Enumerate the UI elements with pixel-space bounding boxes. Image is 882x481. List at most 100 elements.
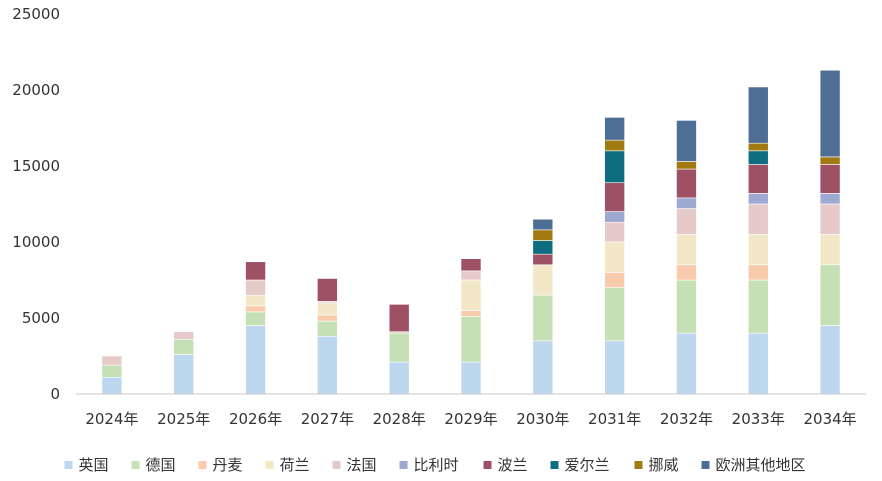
legend-label: 丹麦: [213, 456, 243, 474]
bar-segment: [819, 69, 841, 158]
legend-swatch: [64, 461, 73, 469]
legend-label: 法国: [347, 456, 377, 474]
bar-segment: [676, 264, 697, 281]
bar-segment: [245, 325, 266, 395]
bar-segment: [747, 332, 769, 395]
legend-swatch: [131, 461, 140, 469]
bar-segment: [317, 320, 338, 337]
bar-segment: [460, 316, 482, 363]
x-axis: 2024年 2025年 2026年 2027年 2028年 2029年 2030年 2031年…: [85, 410, 856, 428]
bar-segment: [532, 240, 554, 255]
legend-label: 德国: [146, 456, 176, 474]
bar-segment: [747, 86, 769, 144]
bar-segment: [532, 264, 554, 296]
bar-segment: [101, 376, 123, 395]
bar-segment: [604, 287, 625, 342]
bar-segment: [604, 340, 625, 395]
bar-segment: [532, 253, 554, 266]
bar-segment: [532, 229, 554, 241]
y-tick-label: 0: [50, 385, 60, 403]
bar-segment: [317, 335, 338, 395]
bar-segment: [819, 203, 841, 235]
legend-swatch: [399, 461, 408, 469]
legend-label: 欧洲其他地区: [716, 456, 806, 474]
y-tick-label: 20000: [12, 81, 60, 99]
bar-segment: [245, 261, 266, 281]
legend-swatch: [483, 461, 492, 469]
legend-swatch: [198, 461, 207, 469]
y-tick-label: 5000: [22, 309, 60, 327]
x-tick-label: 2027年: [301, 410, 354, 428]
bar-segment: [819, 193, 841, 205]
legend-label: 荷兰: [280, 456, 310, 474]
bar-segment: [245, 311, 266, 326]
legend: 英国 德国 丹麦 荷兰 法国 比利时 波兰 爱尔兰 挪威 欧洲其他地区: [64, 456, 806, 474]
x-tick-label: 2026年: [229, 410, 282, 428]
legend-label: 比利时: [414, 456, 459, 474]
bar-segment: [747, 193, 769, 205]
bar-segment: [604, 272, 625, 288]
bar-segment: [101, 364, 123, 378]
legend-swatch: [265, 461, 274, 469]
bar-segment: [245, 294, 266, 307]
bar-segment: [101, 355, 123, 366]
x-tick-label: 2028年: [373, 410, 426, 428]
bar-segment: [819, 156, 841, 165]
bar-segment: [317, 314, 338, 322]
x-tick-label: 2031年: [588, 410, 641, 428]
x-tick-label: 2030年: [516, 410, 569, 428]
bar-segment: [604, 221, 625, 243]
bar-segment: [532, 340, 554, 395]
bar-segment: [460, 270, 482, 281]
bar-segment: [604, 211, 625, 223]
bar-segment: [388, 332, 410, 363]
bar-segment: [388, 304, 410, 332]
bar-segment: [676, 197, 697, 209]
x-tick-label: 2033年: [732, 410, 785, 428]
bar-segment: [819, 325, 841, 395]
y-tick-label: 10000: [12, 233, 60, 251]
legend-swatch: [701, 461, 710, 469]
bar-segment: [532, 294, 554, 342]
bar-segment: [460, 310, 482, 317]
bar-segment: [676, 120, 697, 162]
bar-segment: [819, 164, 841, 194]
y-axis: 0 5000 10000 15000 20000 25000: [12, 5, 60, 403]
bar-segment: [460, 258, 482, 272]
legend-label: 爱尔兰: [565, 456, 610, 474]
bar-segment: [819, 264, 841, 326]
bar-segment: [604, 241, 625, 273]
bar-segment: [747, 279, 769, 334]
bar-segment: [819, 234, 841, 266]
bar-segment: [676, 161, 697, 170]
x-tick-label: 2024年: [85, 410, 138, 428]
bar-segment: [747, 234, 769, 266]
bar-segment: [604, 117, 625, 141]
bar-segment: [317, 278, 338, 302]
bar-segment: [676, 332, 697, 395]
bar-segment: [747, 203, 769, 235]
bar-segment: [604, 150, 625, 184]
legend-swatch: [634, 461, 643, 469]
x-tick-label: 2034年: [803, 410, 856, 428]
x-tick-label: 2032年: [660, 410, 713, 428]
bar-segment: [747, 142, 769, 152]
bar-segment: [173, 354, 195, 395]
bar-segment: [676, 208, 697, 235]
legend-swatch: [332, 461, 341, 469]
legend-label: 波兰: [498, 456, 528, 474]
bar-segment: [173, 338, 195, 355]
bar-segment: [747, 150, 769, 165]
bar-segment: [460, 361, 482, 395]
bar-segment: [317, 302, 338, 316]
y-tick-label: 25000: [12, 5, 60, 23]
x-tick-label: 2029年: [444, 410, 497, 428]
bar-segment: [532, 218, 554, 231]
legend-label: 英国: [79, 456, 109, 474]
bar-segment: [676, 234, 697, 266]
bar-segment: [173, 331, 195, 340]
bar-segment: [604, 182, 625, 212]
x-tick-label: 2025年: [157, 410, 210, 428]
legend-swatch: [550, 461, 559, 469]
